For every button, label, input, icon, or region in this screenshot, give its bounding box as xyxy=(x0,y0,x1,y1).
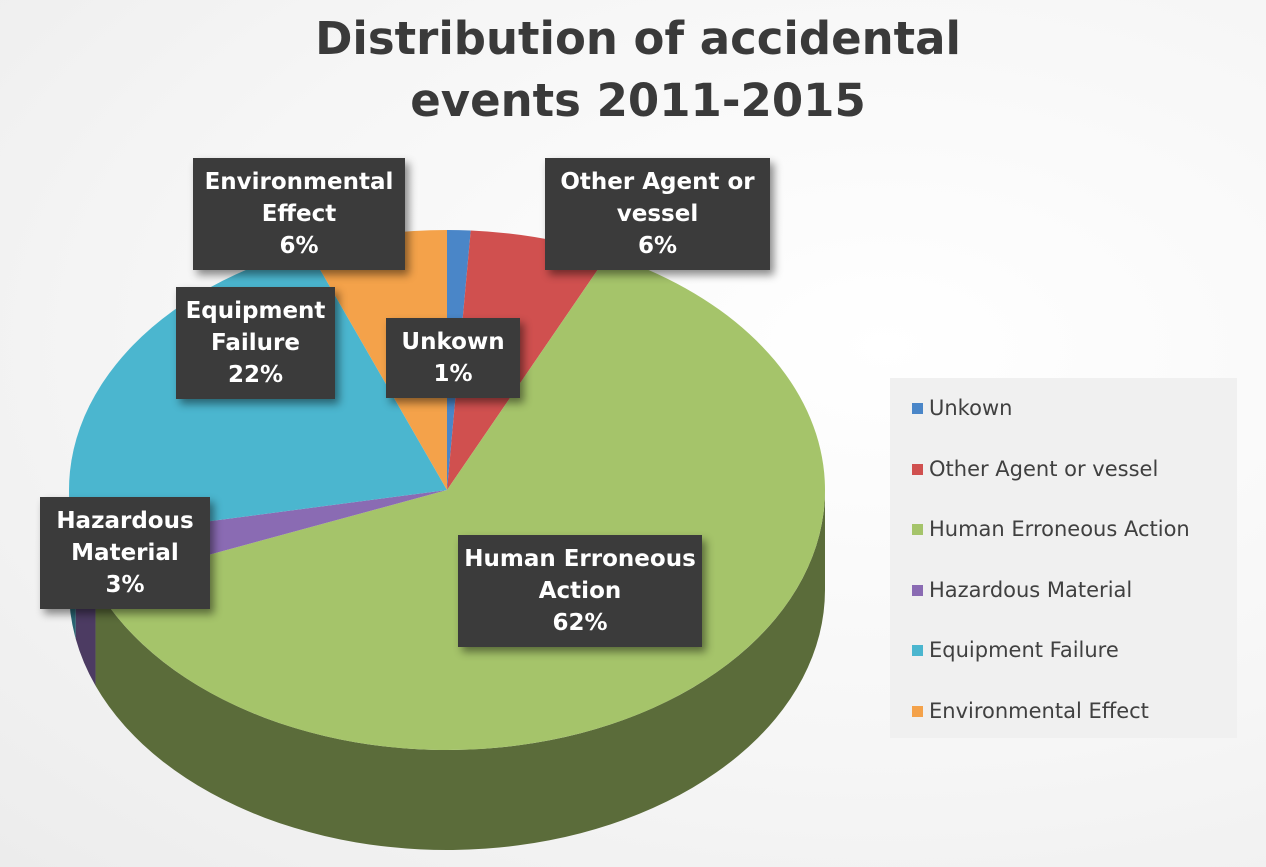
legend-label: Environmental Effect xyxy=(929,698,1149,723)
legend-label: Equipment Failure xyxy=(929,638,1119,662)
legend-swatch xyxy=(912,584,923,596)
data-label-value: 3% xyxy=(105,572,145,598)
legend-swatch xyxy=(912,463,923,475)
data-label-name: Unkown xyxy=(401,329,505,355)
legend: Unkown Other Agent or vessel Human Erroneo… xyxy=(890,378,1237,738)
data-label: Equipment Failure 22% xyxy=(176,287,335,399)
legend-swatch xyxy=(912,524,923,535)
data-label: Other Agent or vessel 6% xyxy=(545,158,770,270)
data-label-value: 6% xyxy=(637,233,678,259)
data-label-value: 62% xyxy=(552,610,608,636)
legend-swatch xyxy=(912,645,923,656)
legend-label: Hazardous Material xyxy=(929,577,1133,602)
legend-item: Unkown xyxy=(912,396,1012,420)
legend-item: Hazardous Material xyxy=(912,578,1132,602)
chart-title: Distribution of accidental events 2011-2… xyxy=(315,12,961,127)
legend-swatch xyxy=(912,403,923,414)
legend-item: Environmental Effect xyxy=(912,699,1149,723)
legend-item: Human Erroneous Action xyxy=(912,517,1190,541)
legend-label: Human Erroneous Action xyxy=(929,517,1190,541)
legend-item: Equipment Failure xyxy=(912,638,1119,662)
slice xyxy=(307,230,447,490)
legend-item: Other Agent or vessel xyxy=(912,457,1158,481)
slice xyxy=(447,230,608,490)
slice-side xyxy=(95,490,825,851)
data-label-name: Equipment Failure xyxy=(185,298,326,356)
data-label: Environmental Effect 6% xyxy=(193,158,405,270)
data-label-name: Hazardous Material xyxy=(56,508,194,566)
data-label: Human Erroneous Action 62% xyxy=(458,535,702,647)
legend-label: Unkown xyxy=(929,396,1013,420)
data-label-name: Other Agent or vessel xyxy=(560,169,755,227)
data-label-value: 6% xyxy=(279,233,319,259)
data-label-value: 1% xyxy=(433,361,473,387)
data-label: Hazardous Material 3% xyxy=(40,497,210,609)
data-label-name: Environmental Effect xyxy=(204,169,394,227)
legend-swatch xyxy=(912,705,923,717)
legend-label: Other Agent or vessel xyxy=(929,456,1159,481)
data-label: Unkown 1% xyxy=(386,318,520,398)
data-label-value: 22% xyxy=(227,362,284,388)
data-label-name: Human Erroneous Action xyxy=(464,546,696,604)
